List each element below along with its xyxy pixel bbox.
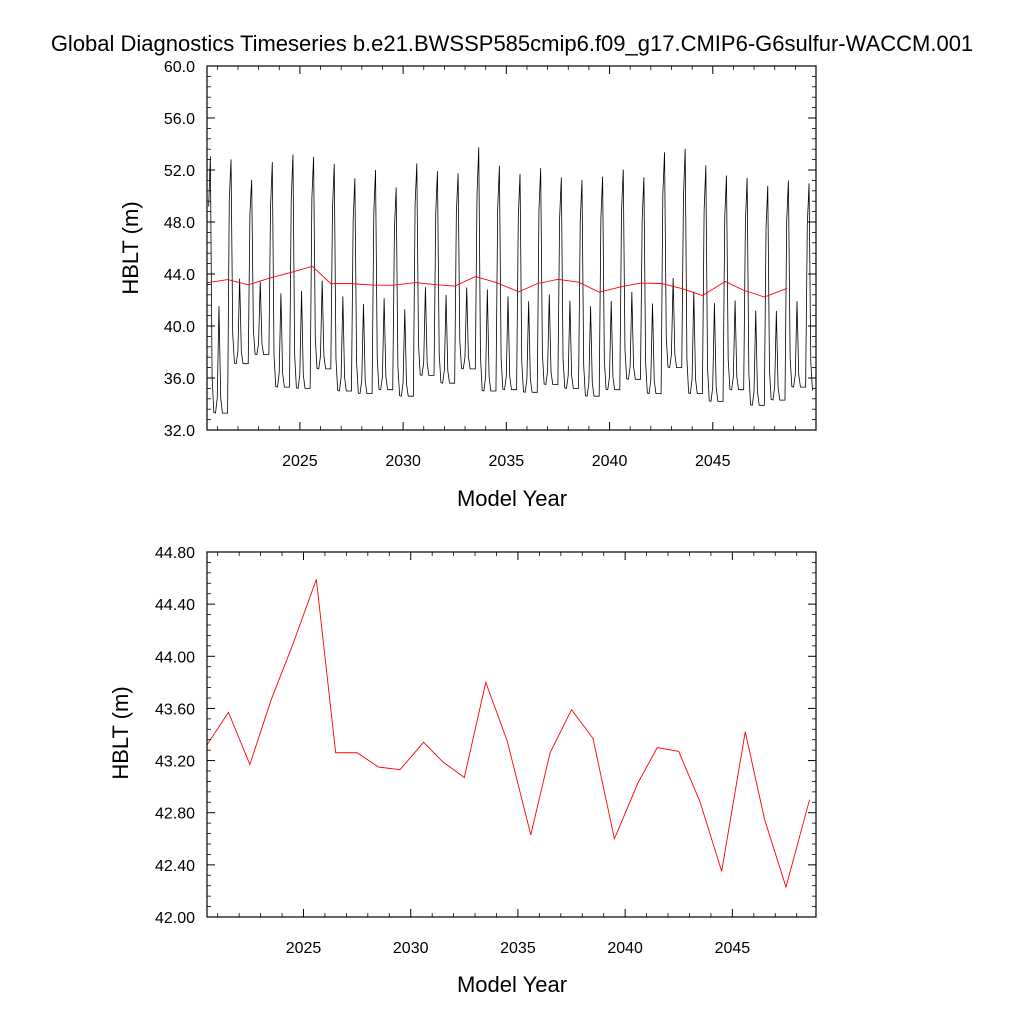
bottom-frame: [206, 551, 817, 918]
top-plot-frame: [206, 65, 817, 431]
bottom-x-tick-label: 2025: [286, 940, 322, 957]
top-x-tick-label: 2040: [592, 453, 628, 470]
top-y-axis-title: HBLT (m): [118, 201, 143, 294]
bottom-y-tick-label: 42.80: [155, 806, 195, 823]
bottom-plot-frame: [206, 551, 817, 918]
bottom-y-tick-label: 44.80: [155, 545, 195, 562]
top-series-annual-line: [207, 265, 788, 298]
bottom-x-tick-label: 2045: [715, 940, 751, 957]
top-x-tick-label: 2025: [282, 453, 318, 470]
top-y-tick-label: 56.0: [164, 111, 195, 128]
top-series-monthly-line: [208, 147, 813, 414]
bottom-x-axis-title: Model Year: [457, 972, 567, 997]
top-y-tick-label: 32.0: [164, 423, 195, 440]
top-y-tick-label: 60.0: [164, 59, 195, 76]
bottom-panel: 42.00 42.40 42.80 43.20 43.60 44.00 44.40 44.80…: [108, 545, 817, 997]
bottom-x-tick-label: 2030: [393, 940, 429, 957]
top-plot-area: [207, 147, 813, 414]
figure-title: Global Diagnostics Timeseries b.e21.BWSS…: [51, 31, 973, 56]
top-y-tick-label: 52.0: [164, 163, 195, 180]
top-axis-ticks: 32.0 36.0 40.0 44.0 48.0 52.0 56.0 60.0 2025 2030…: [164, 59, 817, 470]
top-x-tick-label: 2035: [489, 453, 525, 470]
top-y-tick-label: 48.0: [164, 215, 195, 232]
top-y-tick-label: 36.0: [164, 371, 195, 388]
bottom-y-tick-label: 42.40: [155, 858, 195, 875]
bottom-y-tick-label: 43.60: [155, 701, 195, 718]
bottom-y-tick-label: 44.40: [155, 597, 195, 614]
top-frame: [206, 65, 817, 431]
bottom-y-tick-label: 44.00: [155, 649, 195, 666]
top-x-tick-label: 2045: [695, 453, 731, 470]
bottom-x-tick-label: 2040: [607, 940, 643, 957]
top-panel: 32.0 36.0 40.0 44.0 48.0 52.0 56.0 60.0 2025 2030…: [118, 59, 817, 511]
top-y-tick-label: 44.0: [164, 267, 195, 284]
bottom-axis-ticks: 42.00 42.40 42.80 43.20 43.60 44.00 44.40 44.80…: [155, 545, 816, 957]
top-y-tick-label: 40.0: [164, 319, 195, 336]
bottom-plot-area: [207, 579, 811, 889]
bottom-y-axis-title: HBLT (m): [108, 686, 133, 779]
top-x-tick-label: 2030: [385, 453, 421, 470]
bottom-x-tick-label: 2035: [500, 940, 536, 957]
top-x-axis-title: Model Year: [457, 486, 567, 511]
bottom-y-tick-label: 42.00: [155, 910, 195, 927]
bottom-y-tick-label: 43.20: [155, 754, 195, 771]
bottom-series-annual-line: [207, 579, 811, 889]
